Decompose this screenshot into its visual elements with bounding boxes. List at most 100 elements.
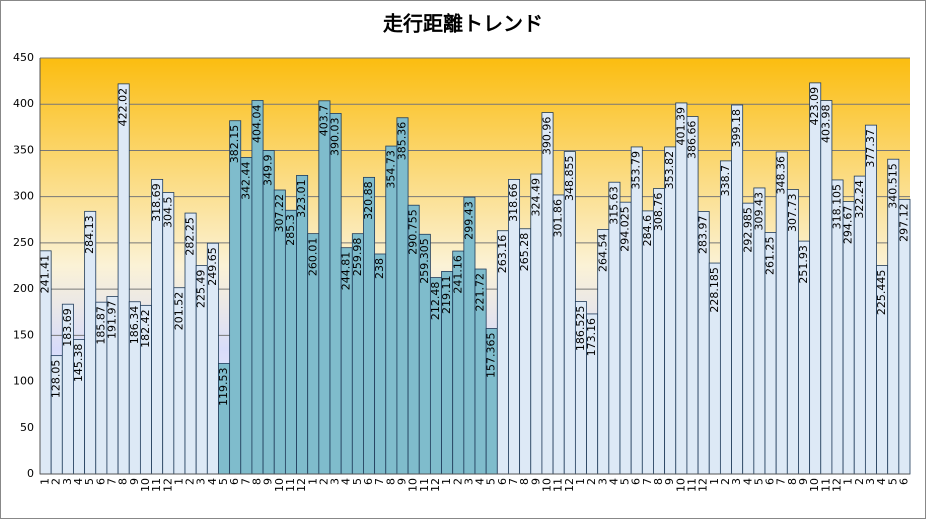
- data-label: 119.53: [217, 368, 230, 407]
- data-label: 241.16: [451, 255, 464, 294]
- x-tick-label: 4: [741, 478, 754, 485]
- x-tick-label: 6: [228, 478, 241, 485]
- data-label: 284.6: [641, 215, 654, 247]
- data-label: 315.63: [607, 186, 620, 225]
- bar: [686, 116, 699, 475]
- data-label: 386.66: [686, 121, 699, 160]
- data-label: 251.93: [797, 245, 810, 284]
- data-label: 173.16: [585, 318, 598, 357]
- x-tick-label: 6: [897, 478, 910, 485]
- x-tick-label: 7: [507, 478, 520, 485]
- data-label: 219.11: [440, 275, 453, 314]
- x-tick-label: 9: [797, 478, 810, 485]
- data-label: 399.18: [730, 109, 743, 148]
- x-tick-label: 11: [686, 478, 699, 492]
- x-tick-label: 2: [719, 478, 732, 485]
- bar: [641, 210, 654, 475]
- data-label: 401.39: [674, 107, 687, 146]
- data-label: 403.98: [819, 105, 832, 144]
- x-tick-label: 3: [61, 478, 74, 485]
- data-label: 340.515: [886, 163, 899, 209]
- x-tick-label: 5: [217, 478, 230, 485]
- x-tick-label: 3: [329, 478, 342, 485]
- x-tick-label: 4: [875, 478, 888, 485]
- x-tick-label: 3: [730, 478, 743, 485]
- bar: [820, 100, 833, 475]
- y-tick-label: 400: [13, 97, 34, 110]
- data-label: 228.185: [708, 267, 721, 313]
- data-label: 201.52: [172, 292, 185, 331]
- y-tick-label: 0: [27, 467, 34, 480]
- x-tick-label: 9: [128, 478, 141, 485]
- data-label: 221.72: [474, 273, 487, 312]
- data-label: 348.36: [775, 156, 788, 195]
- bar: [530, 173, 543, 475]
- x-tick-label: 5: [752, 478, 765, 485]
- x-tick-label: 6: [362, 478, 375, 485]
- data-label: 182.42: [139, 309, 152, 348]
- data-label: 324.49: [529, 178, 542, 217]
- bar: [363, 176, 376, 475]
- x-tick-label: 8: [518, 478, 531, 485]
- data-label: 264.54: [596, 233, 609, 271]
- data-label: 292.985: [741, 207, 754, 253]
- x-tick-label: 2: [451, 478, 464, 485]
- x-tick-label: 7: [239, 478, 252, 485]
- y-tick-label: 250: [13, 236, 34, 249]
- y-tick-label: 350: [13, 143, 34, 156]
- y-tick-label: 100: [13, 375, 34, 388]
- x-tick-label: 9: [262, 478, 275, 485]
- x-tick-label: 3: [596, 478, 609, 485]
- data-label: 342.44: [239, 161, 252, 200]
- x-tick-label: 9: [663, 478, 676, 485]
- x-tick-label: 1: [708, 478, 721, 485]
- x-tick-label: 1: [172, 478, 185, 485]
- bar: [374, 253, 387, 475]
- x-tick-label: 4: [206, 478, 219, 485]
- x-tick-label: 2: [853, 478, 866, 485]
- x-tick-label: 10: [808, 478, 821, 492]
- chart-title: 走行距離トレンド: [383, 12, 543, 36]
- x-tick-label: 5: [485, 478, 498, 485]
- x-tick-label: 10: [541, 478, 554, 492]
- data-label: 157.365: [485, 333, 498, 379]
- x-tick-label: 11: [284, 478, 297, 492]
- data-label: 212.48: [429, 282, 442, 321]
- data-label: 241.41: [39, 255, 52, 294]
- data-label: 304.5: [161, 197, 174, 229]
- data-label: 294.67: [842, 206, 855, 245]
- bar: [731, 104, 744, 475]
- x-tick-label: 9: [529, 478, 542, 485]
- x-tick-label: 2: [317, 478, 330, 485]
- data-label: 308.76: [652, 193, 665, 232]
- data-label: 145.38: [72, 344, 85, 383]
- x-tick-label: 11: [819, 478, 832, 492]
- x-tick-label: 8: [786, 478, 799, 485]
- data-label: 261.25: [764, 236, 777, 275]
- x-tick-label: 3: [462, 478, 475, 485]
- y-tick-label: 200: [13, 282, 34, 295]
- data-label: 260.01: [306, 238, 319, 277]
- data-label: 290.755: [407, 209, 420, 255]
- x-tick-label: 5: [886, 478, 899, 485]
- data-label: 297.12: [897, 203, 910, 242]
- x-tick-label: 6: [764, 478, 777, 485]
- y-tick-label: 450: [13, 51, 34, 64]
- data-label: 249.65: [206, 247, 219, 286]
- x-tick-label: 5: [83, 478, 96, 485]
- x-tick-label: 7: [373, 478, 386, 485]
- bar: [541, 112, 554, 475]
- x-tick-label: 2: [585, 478, 598, 485]
- bar: [162, 192, 175, 475]
- x-tick-label: 7: [775, 478, 788, 485]
- data-label: 185.87: [94, 306, 107, 345]
- x-tick-label: 12: [831, 478, 844, 492]
- x-tick-label: 12: [563, 478, 576, 492]
- data-label: 259.98: [351, 238, 364, 277]
- x-tick-label: 9: [396, 478, 409, 485]
- x-tick-label: 8: [652, 478, 665, 485]
- x-tick-label: 12: [161, 478, 174, 492]
- x-tick-label: 12: [697, 478, 710, 492]
- data-label: 318.105: [831, 184, 844, 230]
- data-label: 423.09: [808, 87, 821, 126]
